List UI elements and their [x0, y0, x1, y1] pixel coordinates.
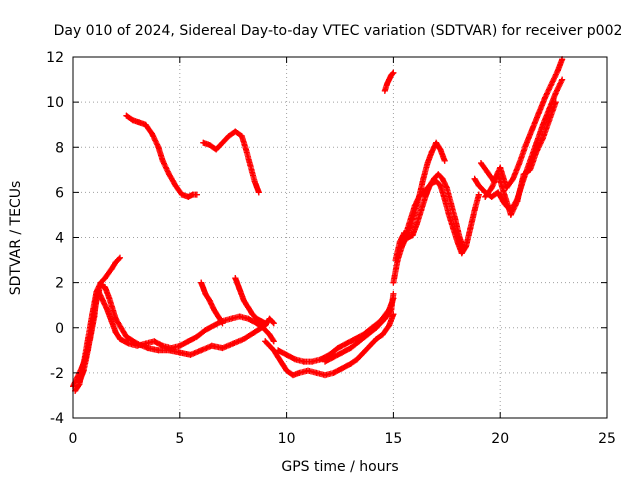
x-tick-label-2: 10: [278, 431, 296, 447]
series-trace-15: [478, 56, 566, 191]
chart-title: Day 010 of 2024, Sidereal Day-to-day VTE…: [54, 23, 623, 39]
y-tick-label-6: 8: [55, 140, 64, 156]
y-tick-labels: -4 -2 0 2 4 6 8 10 12: [46, 50, 64, 427]
series-trace-13: [398, 139, 448, 250]
series-trace-16: [482, 99, 559, 218]
x-tick-labels: 0 5 10 15 20 25: [69, 431, 616, 447]
y-tick-label-4: 4: [55, 231, 64, 247]
series-2: [76, 281, 277, 385]
y-axis-label: SDTVAR / TECUs: [8, 181, 24, 296]
y-tick-label-5: 6: [55, 185, 64, 201]
x-tick-label-3: 15: [384, 431, 402, 447]
series-5: [198, 279, 226, 327]
grid-lines: [73, 57, 607, 418]
series-trace-3: [123, 112, 200, 200]
series-trace-9: [322, 290, 397, 365]
series-trace-6: [232, 275, 269, 327]
y-tick-label-3: 2: [55, 276, 64, 292]
series-trace-5: [198, 279, 226, 327]
x-axis-label: GPS time / hours: [281, 459, 398, 475]
series-16: [482, 99, 559, 218]
axis-ticks: [72, 56, 608, 419]
series-trace-10: [381, 69, 397, 94]
x-tick-label-0: 0: [69, 431, 78, 447]
series-12: [392, 171, 467, 264]
y-tick-label-2: 0: [55, 321, 64, 337]
series-trace-12: [392, 171, 467, 264]
series-3: [123, 112, 200, 200]
series-15: [477, 56, 566, 191]
series-trace-2: [76, 281, 277, 385]
x-tick-label-5: 25: [598, 431, 616, 447]
series-trace-4: [200, 128, 262, 196]
x-tick-label-1: 5: [175, 431, 184, 447]
series-4: [200, 128, 262, 196]
y-tick-label-1: -2: [50, 366, 64, 382]
series-10: [381, 69, 397, 94]
series-trace-7: [262, 311, 397, 379]
series-13: [398, 139, 448, 250]
x-tick-label-4: 20: [491, 431, 509, 447]
y-tick-label-0: -4: [50, 411, 64, 427]
y-tick-label-8: 12: [46, 50, 64, 66]
series-6: [232, 275, 269, 327]
series-7: [262, 311, 397, 379]
data-points: [70, 56, 566, 394]
y-tick-label-7: 10: [46, 95, 64, 111]
series-9: [322, 290, 397, 365]
